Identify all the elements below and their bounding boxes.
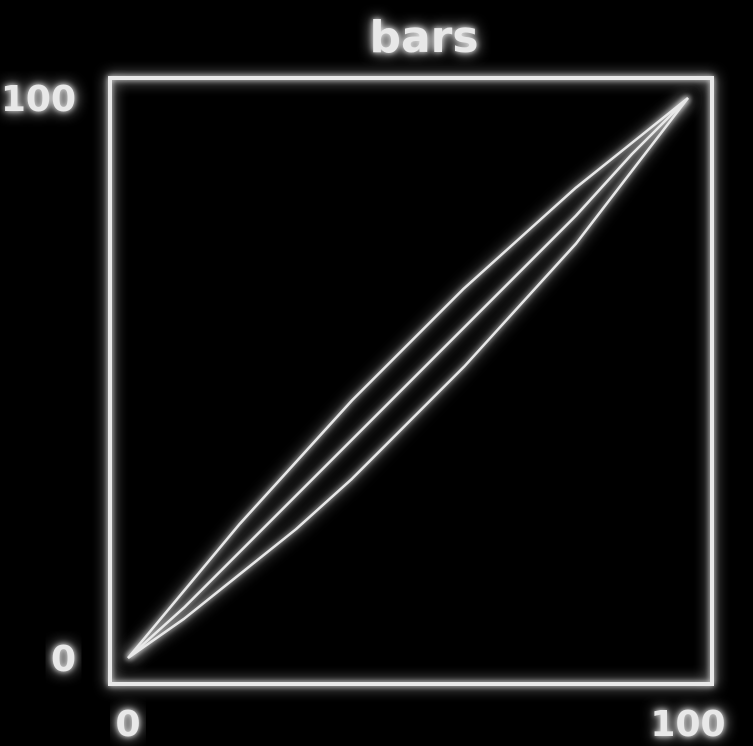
series-line-3 <box>127 97 689 660</box>
chart-title: bars <box>369 12 478 63</box>
x-tick-label: 0 <box>115 704 140 745</box>
plot-frame <box>108 76 714 686</box>
y-tick-label: 100 <box>1 79 76 120</box>
y-tick-label: 0 <box>51 639 76 680</box>
x-axis-ticks: 0 100 <box>115 690 726 745</box>
x-tick-label: 100 <box>650 704 725 745</box>
series-line-2 <box>127 97 689 659</box>
y-axis-ticks: 0 100 <box>1 79 102 680</box>
series-layer <box>127 97 689 660</box>
series-line-1 <box>127 97 689 659</box>
